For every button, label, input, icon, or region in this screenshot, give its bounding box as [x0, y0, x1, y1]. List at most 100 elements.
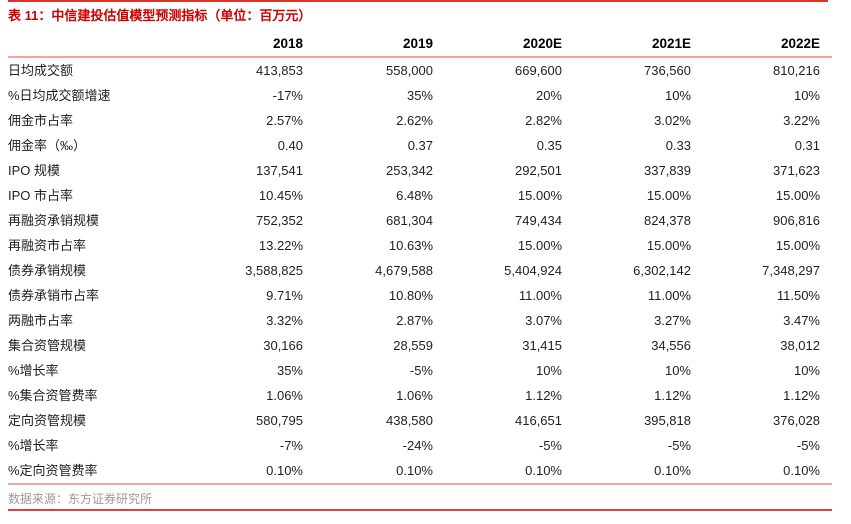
table-row: 佣金率（‰） 0.40 0.37 0.35 0.33 0.31 — [8, 133, 832, 158]
row-value: 0.10% — [173, 458, 303, 485]
row-value: 2.87% — [396, 313, 433, 328]
row-value: 15.00% — [775, 188, 820, 203]
row-value: 10.80% — [388, 288, 433, 303]
row-value: 0.10% — [691, 458, 832, 485]
row-value: -24% — [402, 438, 433, 453]
row-value: 15.00% — [517, 188, 562, 203]
row-value: 558,000 — [386, 63, 433, 78]
row-value: 413,853 — [256, 63, 303, 78]
row-label: 债券承销市占率 — [8, 288, 100, 303]
row-value: 1.12% — [525, 388, 562, 403]
row-value: 3.02% — [654, 113, 691, 128]
row-label: 两融市占率 — [8, 313, 74, 328]
row-value: -17% — [272, 88, 303, 103]
row-value: 292,501 — [515, 163, 562, 178]
row-value: 2.57% — [266, 113, 303, 128]
header-row: 2018 2019 2020E 2021E 2022E — [8, 34, 832, 58]
row-value: 2.62% — [396, 113, 433, 128]
row-value: 4,679,588 — [375, 263, 433, 278]
row-value: 1.06% — [266, 388, 303, 403]
row-value: 11.50% — [776, 288, 820, 303]
row-value: 3,588,825 — [245, 263, 303, 278]
table-row: IPO 规模 137,541 253,342 292,501 337,839 371,62… — [8, 158, 832, 183]
row-value: 35% — [406, 88, 433, 103]
row-value: 3.07% — [525, 313, 562, 328]
row-label: 债券承销规模 — [8, 263, 87, 278]
row-value: 824,378 — [644, 213, 691, 228]
row-label: %增长率 — [8, 363, 59, 378]
row-label: 集合资管规模 — [8, 338, 87, 353]
row-value: 15.00% — [646, 238, 691, 253]
table-row: 再融资市占率 13.22% 10.63% 15.00% 15.00% 15.00% — [8, 233, 832, 258]
row-value: 1.12% — [654, 388, 691, 403]
row-value: 6.48% — [396, 188, 433, 203]
column-header-2019: 2019 — [303, 34, 433, 58]
row-value: -5% — [538, 438, 562, 453]
column-header-2020e: 2020E — [433, 34, 562, 58]
row-value: 1.12% — [783, 388, 820, 403]
table-row: 债券承销规模 3,588,825 4,679,588 5,404,924 6,302,1… — [8, 258, 832, 283]
row-value: 15.00% — [517, 238, 562, 253]
row-label: IPO 市占率 — [8, 188, 74, 203]
row-value: 0.10% — [433, 458, 562, 485]
row-value: 3.32% — [266, 313, 303, 328]
row-value: 11.00% — [518, 288, 562, 303]
row-value: 5,404,924 — [504, 263, 562, 278]
row-value: 749,434 — [515, 213, 562, 228]
column-header-2018: 2018 — [173, 34, 303, 58]
row-value: 2.82% — [525, 113, 562, 128]
table-row: 再融资承销规模 752,352 681,304 749,434 824,378 906,8… — [8, 208, 832, 233]
row-value: 10% — [664, 363, 691, 378]
table-row: 日均成交额 413,853 558,000 669,600 736,560 810,216 — [8, 57, 832, 83]
row-value: 31,415 — [522, 338, 562, 353]
row-value: 337,839 — [644, 163, 691, 178]
row-label: %定向资管费率 — [8, 458, 173, 485]
row-value: 0.33 — [665, 138, 691, 153]
row-value: 376,028 — [773, 413, 820, 428]
row-value: 0.40 — [277, 138, 303, 153]
row-value: 10.63% — [388, 238, 433, 253]
row-label: 佣金率（‰） — [8, 138, 87, 153]
row-value: 7,348,297 — [762, 263, 820, 278]
row-value: -5% — [667, 438, 691, 453]
row-value: 15.00% — [775, 238, 820, 253]
table-row: IPO 市占率 10.45% 6.48% 15.00% 15.00% 15.00% — [8, 183, 832, 208]
row-label: 再融资市占率 — [8, 238, 87, 253]
row-value: 752,352 — [256, 213, 303, 228]
row-value: -7% — [279, 438, 303, 453]
column-header-2021e: 2021E — [562, 34, 691, 58]
row-value: 10% — [664, 88, 691, 103]
row-value: 3.27% — [654, 313, 691, 328]
row-value: 0.37 — [407, 138, 433, 153]
row-value: 10% — [793, 88, 820, 103]
table-top-border — [8, 0, 828, 2]
row-value: 0.10% — [303, 458, 433, 485]
row-value: -5% — [409, 363, 433, 378]
table-row: 定向资管规模 580,795 438,580 416,651 395,818 376,02… — [8, 408, 832, 433]
row-value: 1.06% — [396, 388, 433, 403]
row-value: 3.22% — [783, 113, 820, 128]
table-row: %增长率 35% -5% 10% 10% 10% — [8, 358, 832, 383]
row-value: 13.22% — [258, 238, 303, 253]
row-value: 38,012 — [780, 338, 820, 353]
row-value: 0.35 — [536, 138, 562, 153]
row-value: 20% — [535, 88, 562, 103]
column-header-blank — [8, 34, 173, 58]
column-header-2022e: 2022E — [691, 34, 832, 58]
row-value: 736,560 — [644, 63, 691, 78]
row-label: %集合资管费率 — [8, 388, 98, 403]
row-value: 10% — [793, 363, 820, 378]
table-row: 两融市占率 3.32% 2.87% 3.07% 3.27% 3.47% — [8, 308, 832, 333]
row-value: 580,795 — [256, 413, 303, 428]
row-value: 137,541 — [256, 163, 303, 178]
row-value: 9.71% — [266, 288, 303, 303]
row-label: 日均成交额 — [8, 63, 74, 78]
row-value: 253,342 — [386, 163, 433, 178]
row-value: 395,818 — [644, 413, 691, 428]
row-value: 10.45% — [258, 188, 303, 203]
table-row: 佣金市占率 2.57% 2.62% 2.82% 3.02% 3.22% — [8, 108, 832, 133]
row-value: 810,216 — [773, 63, 820, 78]
table-bottom-border — [8, 509, 832, 511]
table-row: %定向资管费率 0.10% 0.10% 0.10% 0.10% 0.10% — [8, 458, 832, 485]
